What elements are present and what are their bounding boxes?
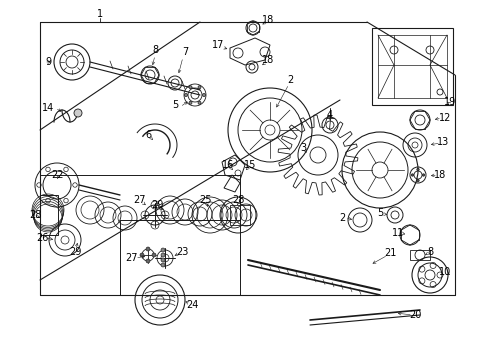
Text: 18: 18 bbox=[262, 15, 274, 25]
Circle shape bbox=[140, 253, 143, 257]
Text: 20: 20 bbox=[408, 310, 420, 320]
Text: 18: 18 bbox=[262, 55, 274, 65]
Text: 9: 9 bbox=[45, 57, 51, 67]
Circle shape bbox=[198, 101, 201, 104]
Text: 22: 22 bbox=[52, 170, 64, 180]
Text: 7: 7 bbox=[182, 47, 188, 57]
Text: 19: 19 bbox=[443, 97, 455, 107]
Circle shape bbox=[161, 258, 164, 262]
Circle shape bbox=[198, 86, 201, 89]
Text: 27: 27 bbox=[134, 195, 146, 205]
Text: 5: 5 bbox=[171, 100, 178, 110]
Text: 2: 2 bbox=[338, 213, 345, 223]
Text: 14: 14 bbox=[42, 103, 54, 113]
Text: 1: 1 bbox=[97, 9, 103, 19]
Text: 11: 11 bbox=[391, 228, 403, 238]
Text: 8: 8 bbox=[152, 45, 158, 55]
Text: 12: 12 bbox=[438, 113, 450, 123]
Text: 29: 29 bbox=[69, 247, 81, 257]
Text: 18: 18 bbox=[433, 170, 445, 180]
Circle shape bbox=[184, 94, 187, 96]
Text: 2: 2 bbox=[286, 75, 292, 85]
Circle shape bbox=[422, 174, 424, 176]
Text: 13: 13 bbox=[436, 137, 448, 147]
Circle shape bbox=[161, 248, 164, 252]
Text: 16: 16 bbox=[222, 160, 234, 170]
Circle shape bbox=[202, 94, 205, 96]
Text: 29: 29 bbox=[150, 200, 163, 210]
Circle shape bbox=[189, 86, 192, 89]
Text: 26: 26 bbox=[36, 233, 48, 243]
Circle shape bbox=[410, 174, 413, 176]
Text: 6: 6 bbox=[144, 130, 151, 140]
Bar bbox=[40, 195, 58, 235]
Text: 21: 21 bbox=[383, 248, 395, 258]
Circle shape bbox=[152, 253, 156, 257]
Circle shape bbox=[416, 179, 418, 182]
Text: 24: 24 bbox=[185, 300, 198, 310]
Circle shape bbox=[161, 263, 164, 267]
Circle shape bbox=[146, 259, 150, 263]
Circle shape bbox=[146, 247, 150, 251]
Text: 17: 17 bbox=[211, 40, 224, 50]
Text: 28: 28 bbox=[29, 210, 41, 220]
Circle shape bbox=[416, 168, 418, 171]
Text: 27: 27 bbox=[125, 253, 138, 263]
Text: 15: 15 bbox=[244, 160, 256, 170]
Circle shape bbox=[189, 101, 192, 104]
Bar bbox=[229, 205, 249, 225]
Text: 10: 10 bbox=[438, 267, 450, 277]
Text: 23: 23 bbox=[176, 247, 188, 257]
Circle shape bbox=[161, 253, 164, 257]
Text: 28: 28 bbox=[231, 195, 244, 205]
Circle shape bbox=[74, 109, 82, 117]
Text: 3: 3 bbox=[299, 143, 305, 153]
Bar bbox=[409, 250, 429, 260]
Text: 8: 8 bbox=[426, 247, 432, 257]
Text: 5: 5 bbox=[376, 208, 382, 218]
Text: 4: 4 bbox=[326, 110, 332, 120]
Text: 25: 25 bbox=[198, 195, 211, 205]
